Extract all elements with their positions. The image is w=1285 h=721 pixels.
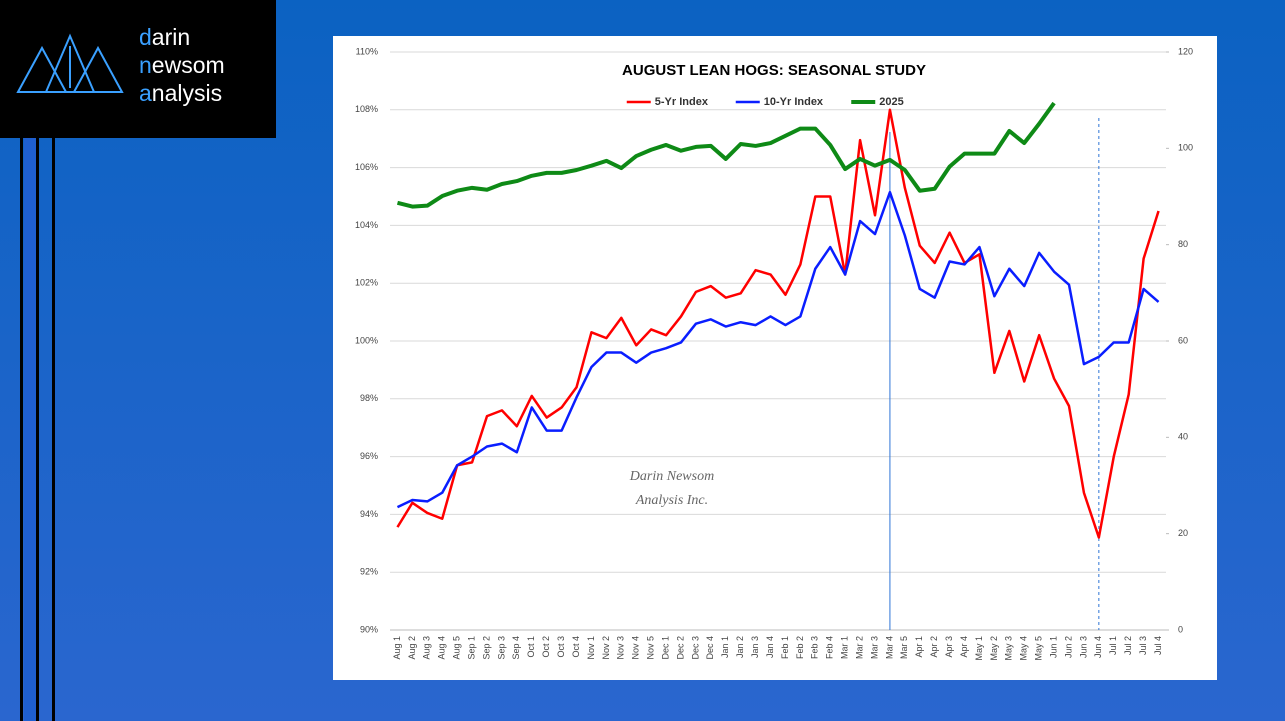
- series-line: [396, 101, 1056, 209]
- x-tick-label: Mar 3: [869, 636, 879, 659]
- x-tick-label: Nov 2: [601, 636, 611, 660]
- x-tick-label: Dec 4: [705, 636, 715, 660]
- y-tick-label: 110%: [356, 46, 378, 56]
- x-tick-label: Oct 3: [556, 636, 566, 658]
- series-line: [396, 190, 1160, 509]
- brand-word: analysis: [139, 80, 223, 106]
- x-tick-label: Jul 2: [1123, 636, 1133, 655]
- x-tick-label: Mar 5: [899, 636, 909, 659]
- y-tick-label: 102%: [355, 278, 378, 288]
- x-tick-label: Jul 4: [1153, 636, 1163, 655]
- x-tick-label: Jan 2: [735, 636, 745, 658]
- watermark: Darin Newsom: [629, 469, 714, 484]
- series-line: [396, 108, 1160, 539]
- x-tick-label: Jun 4: [1093, 636, 1103, 658]
- brand-word: newsom: [139, 52, 225, 78]
- x-tick-label: Sep 4: [511, 636, 521, 660]
- y2-tick-label: 0: [1178, 624, 1183, 634]
- chart-title: AUGUST LEAN HOGS: SEASONAL STUDY: [622, 62, 926, 79]
- x-tick-label: Aug 3: [422, 636, 432, 660]
- y-tick-label: 108%: [355, 104, 378, 114]
- x-tick-label: Jul 1: [1108, 636, 1118, 655]
- x-tick-label: Aug 4: [437, 636, 447, 660]
- y2-tick-label: 80: [1178, 239, 1188, 249]
- y-tick-label: 106%: [355, 162, 378, 172]
- x-tick-label: Dec 2: [675, 636, 685, 660]
- x-tick-label: May 1: [974, 636, 984, 661]
- watermark: Analysis Inc.: [635, 493, 708, 508]
- y-tick-label: 90%: [360, 624, 378, 634]
- x-tick-label: Nov 4: [631, 636, 641, 660]
- x-tick-label: Aug 2: [407, 636, 417, 660]
- x-tick-label: Oct 2: [541, 636, 551, 658]
- y2-tick-label: 40: [1178, 432, 1188, 442]
- y-tick-label: 104%: [355, 220, 378, 230]
- x-tick-label: Jun 2: [1063, 636, 1073, 658]
- brand-word: darin: [139, 24, 191, 50]
- x-tick-label: Feb 4: [825, 636, 835, 659]
- y2-tick-label: 60: [1178, 335, 1188, 345]
- logo: darin newsom analysis: [0, 0, 276, 138]
- y-tick-label: 96%: [360, 451, 378, 461]
- x-tick-label: Sep 3: [496, 636, 506, 660]
- y2-tick-label: 120: [1178, 46, 1193, 56]
- x-tick-label: May 5: [1034, 636, 1044, 661]
- x-tick-label: Oct 4: [571, 636, 581, 658]
- x-tick-label: Jan 4: [765, 636, 775, 658]
- x-tick-label: Jul 3: [1138, 636, 1148, 655]
- y2-tick-label: 100: [1178, 143, 1193, 153]
- x-tick-label: Nov 3: [616, 636, 626, 660]
- legend-label: 10-Yr Index: [764, 96, 824, 108]
- logo-mark: [16, 33, 124, 93]
- y-tick-label: 94%: [360, 509, 378, 519]
- x-tick-label: Nov 5: [646, 636, 656, 660]
- x-tick-label: Apr 2: [929, 636, 939, 658]
- y-tick-label: 100%: [355, 335, 378, 345]
- x-tick-label: Mar 2: [854, 636, 864, 659]
- x-tick-label: Jun 1: [1048, 636, 1058, 658]
- x-tick-label: May 3: [1004, 636, 1014, 661]
- x-tick-label: Mar 1: [840, 636, 850, 659]
- x-tick-label: Feb 2: [795, 636, 805, 659]
- x-tick-label: Sep 2: [481, 636, 491, 660]
- x-tick-label: Apr 4: [959, 636, 969, 658]
- legend-label: 2025: [879, 96, 903, 108]
- legend-label: 5-Yr Index: [655, 96, 709, 108]
- x-tick-label: Jun 3: [1078, 636, 1088, 658]
- x-tick-label: Aug 1: [392, 636, 402, 660]
- stripe: [52, 138, 55, 721]
- y2-tick-label: 20: [1178, 528, 1188, 538]
- x-tick-label: Jan 3: [750, 636, 760, 658]
- stripe: [36, 138, 39, 721]
- x-tick-label: Nov 1: [586, 636, 596, 660]
- x-tick-label: Sep 1: [466, 636, 476, 660]
- x-tick-label: Oct 1: [526, 636, 536, 658]
- x-tick-label: Apr 3: [944, 636, 954, 658]
- x-tick-label: Dec 3: [690, 636, 700, 660]
- y-tick-label: 98%: [360, 393, 378, 403]
- x-tick-label: Apr 1: [914, 636, 924, 658]
- x-tick-label: Aug 5: [452, 636, 462, 660]
- x-tick-label: Mar 4: [884, 636, 894, 659]
- stripe: [20, 138, 23, 721]
- y-tick-label: 92%: [360, 567, 378, 577]
- stripe: [24, 138, 36, 721]
- x-tick-label: May 4: [1019, 636, 1029, 661]
- x-tick-label: Feb 1: [780, 636, 790, 659]
- x-tick-label: Feb 3: [810, 636, 820, 659]
- x-tick-label: Jan 1: [720, 636, 730, 658]
- x-tick-label: May 2: [989, 636, 999, 661]
- x-tick-label: Dec 1: [660, 636, 670, 660]
